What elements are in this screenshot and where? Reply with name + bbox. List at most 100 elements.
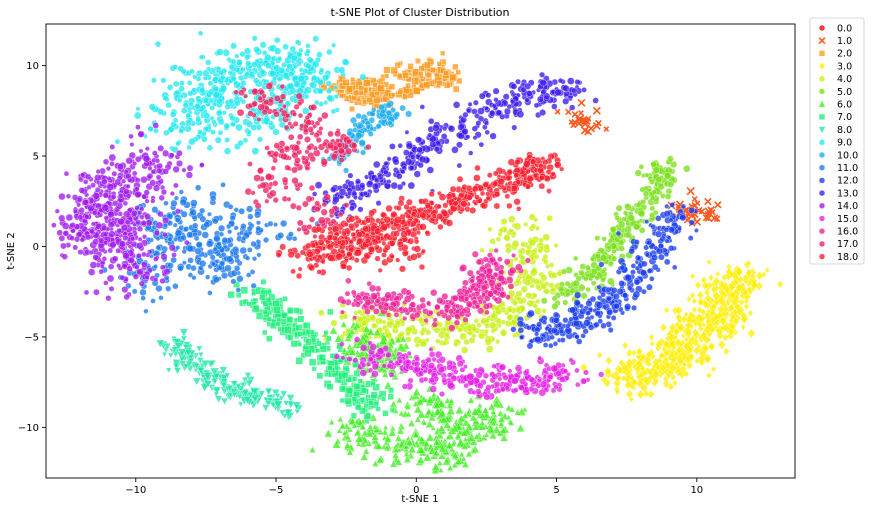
point-3.0 <box>740 315 749 325</box>
point-3.0 <box>718 316 728 327</box>
point-14.0 <box>82 199 90 206</box>
point-3.0 <box>648 333 655 342</box>
point-2.0 <box>377 84 385 92</box>
point-9.0 <box>323 100 329 105</box>
point-5.0 <box>557 285 565 293</box>
point-13.0 <box>524 97 530 103</box>
point-13.0 <box>440 133 448 140</box>
point-11.0 <box>277 232 285 239</box>
point-14.0 <box>78 187 86 194</box>
point-9.0 <box>288 70 295 78</box>
point-3.0 <box>621 341 629 350</box>
point-3.0 <box>710 285 718 294</box>
point-9.0 <box>294 39 300 45</box>
point-15.0 <box>446 364 453 371</box>
point-13.0 <box>373 160 381 169</box>
point-1.0 <box>592 122 601 130</box>
point-2.0 <box>407 63 414 70</box>
point-11.0 <box>280 219 288 228</box>
point-1.0 <box>694 200 701 207</box>
point-1.0 <box>710 214 719 223</box>
point-13.0 <box>581 87 587 93</box>
point-5.0 <box>601 236 607 242</box>
point-15.0 <box>537 355 543 361</box>
point-11.0 <box>213 234 221 243</box>
point-13.0 <box>557 77 564 84</box>
point-14.0 <box>107 210 115 219</box>
point-11.0 <box>158 295 164 301</box>
point-1.0 <box>603 126 610 132</box>
point-3.0 <box>604 356 613 366</box>
point-12.0 <box>639 269 647 276</box>
point-14.0 <box>125 219 131 225</box>
point-13.0 <box>347 172 354 179</box>
point-11.0 <box>224 264 232 273</box>
point-7.0 <box>344 397 352 405</box>
point-9.0 <box>286 82 295 90</box>
point-14.0 <box>88 250 94 255</box>
point-9.0 <box>186 80 193 86</box>
point-1.0 <box>579 118 588 127</box>
point-5.0 <box>655 176 663 184</box>
point-5.0 <box>627 214 635 222</box>
point-10.0 <box>393 111 401 118</box>
point-4.0 <box>461 346 469 354</box>
point-3.0 <box>663 306 670 314</box>
point-11.0 <box>180 210 188 218</box>
point-5.0 <box>614 215 620 221</box>
point-4.0 <box>485 345 494 353</box>
point-14.0 <box>157 144 165 152</box>
point-14.0 <box>117 217 125 226</box>
point-14.0 <box>142 155 151 163</box>
point-15.0 <box>428 346 434 352</box>
point-12.0 <box>658 253 665 261</box>
point-14.0 <box>108 153 117 162</box>
point-9.0 <box>184 119 192 127</box>
point-15.0 <box>507 368 513 374</box>
point-12.0 <box>663 258 671 266</box>
point-13.0 <box>471 108 478 115</box>
point-5.0 <box>664 193 672 200</box>
point-4.0 <box>463 338 470 346</box>
point-4.0 <box>524 279 532 287</box>
point-14.0 <box>101 224 108 231</box>
point-7.0 <box>295 324 303 331</box>
point-9.0 <box>290 54 298 62</box>
point-9.0 <box>305 62 312 69</box>
point-2.0 <box>413 87 421 95</box>
point-14.0 <box>119 274 126 281</box>
point-15.0 <box>466 373 474 381</box>
point-13.0 <box>383 169 389 176</box>
point-14.0 <box>156 167 163 174</box>
point-4.0 <box>395 320 402 326</box>
point-13.0 <box>567 77 575 85</box>
point-5.0 <box>606 245 612 251</box>
point-7.0 <box>360 387 367 394</box>
point-3.0 <box>736 275 744 284</box>
point-12.0 <box>595 301 604 309</box>
point-9.0 <box>228 98 235 105</box>
point-14.0 <box>125 183 131 189</box>
point-11.0 <box>187 257 194 264</box>
point-10.0 <box>380 108 386 115</box>
point-13.0 <box>371 182 380 190</box>
point-7.0 <box>353 370 361 377</box>
point-14.0 <box>107 263 115 270</box>
point-14.0 <box>117 163 124 170</box>
point-11.0 <box>201 231 209 239</box>
point-13.0 <box>472 99 479 106</box>
point-13.0 <box>386 179 392 184</box>
point-9.0 <box>252 77 260 85</box>
point-3.0 <box>701 321 707 329</box>
point-5.0 <box>639 186 646 193</box>
point-15.0 <box>553 384 559 390</box>
point-14.0 <box>154 158 161 164</box>
point-13.0 <box>533 102 540 109</box>
point-11.0 <box>238 207 245 215</box>
point-12.0 <box>560 337 566 343</box>
point-3.0 <box>747 309 754 317</box>
point-11.0 <box>288 231 294 238</box>
point-7.0 <box>353 382 361 390</box>
point-9.0 <box>166 84 174 91</box>
point-13.0 <box>428 118 435 125</box>
